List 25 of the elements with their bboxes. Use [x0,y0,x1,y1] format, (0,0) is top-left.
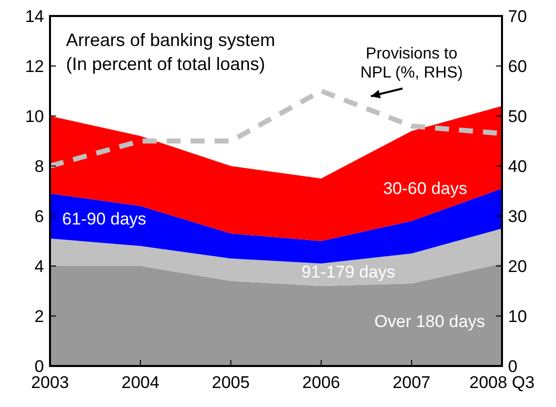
y2-tick-label: 60 [508,57,527,76]
y-tick-label: 8 [34,157,44,176]
text: (In percent of total loans) [66,54,266,74]
y2-tick-label: 20 [508,257,527,276]
y-tick-label: 6 [34,207,44,226]
y2-tick-label: 40 [508,157,527,176]
series-label: 91-179 days [302,262,396,282]
x-tick-label: 2006 [302,373,340,392]
y-tick-label: 10 [25,107,44,126]
y2-tick-label: 50 [508,107,527,126]
y-tick-label: 12 [25,57,44,76]
y2-tick-label: 70 [508,7,527,26]
y2-tick-label: 30 [508,207,527,226]
y-tick-label: 4 [34,257,44,276]
series-label: 61-90 days [62,209,146,228]
x-tick-label: 2007 [392,373,431,392]
series-label: Over 180 days [374,312,485,332]
y-tick-label: 2 [34,307,44,326]
text: Arrears of banking system [66,30,276,50]
series-label: 30-60 days [383,178,468,198]
y-tick-label: 14 [25,7,44,26]
series-label: Provisions to NPL (%, RHS) [360,46,463,82]
x-tick-label: 2004 [121,373,160,392]
y2-tick-label: 10 [508,307,527,326]
x-tick-label: 2005 [212,373,250,392]
